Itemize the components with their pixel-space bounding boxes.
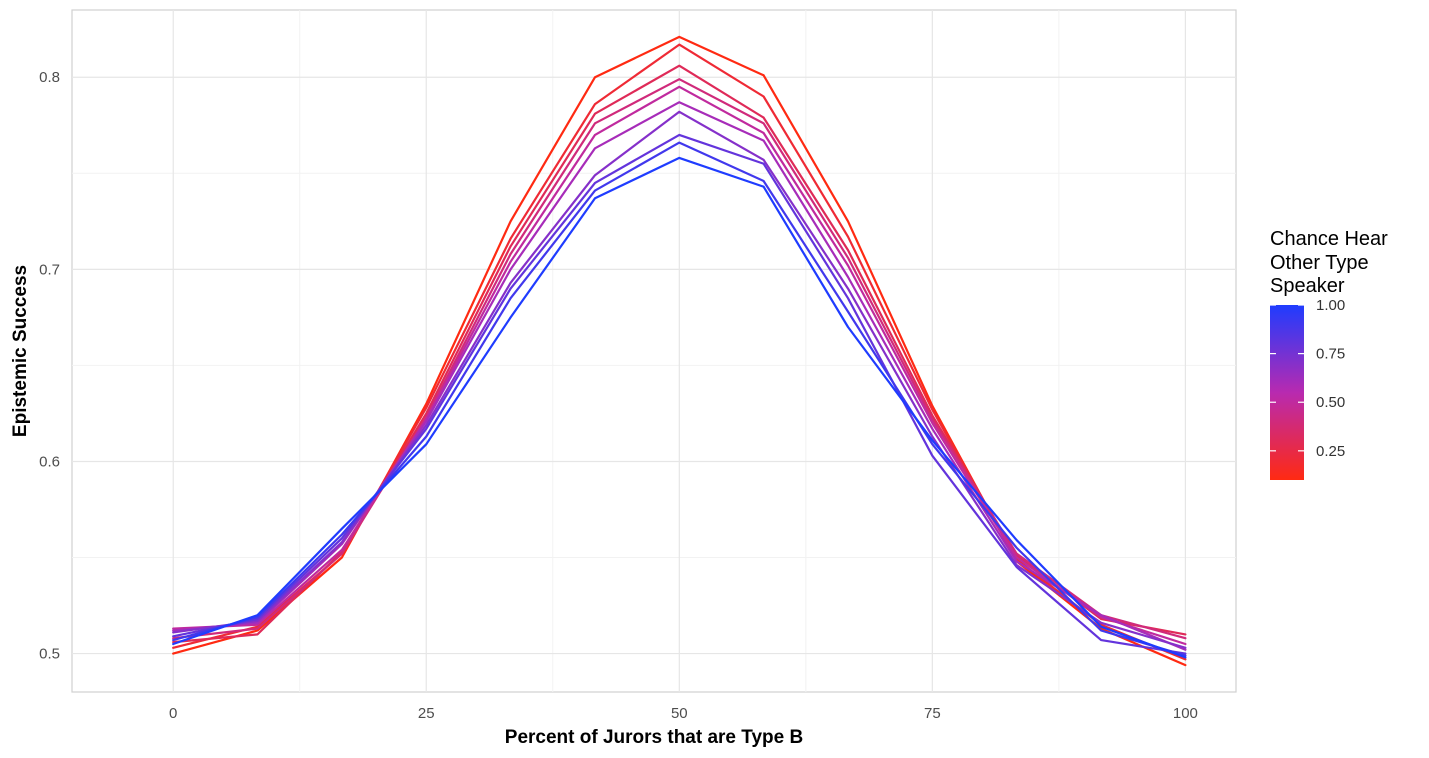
grid-major (72, 10, 1236, 692)
x-tick-label: 75 (924, 705, 941, 722)
legend-title-line-2: Other Type (1270, 252, 1369, 274)
y-axis-title: Epistemic Success (10, 265, 31, 437)
legend: Chance Hear Other Type Speaker 1.00 0.75 0… (1270, 228, 1388, 480)
colorbar-tick-label: 0.50 (1316, 394, 1345, 411)
plot-border (71, 9, 1237, 693)
y-axis-ticks: 0.5 0.6 0.7 0.8 (39, 69, 60, 662)
series-line-5 (172, 85, 1187, 646)
colorbar-tick-label: 0.75 (1316, 346, 1345, 363)
y-tick-label: 0.7 (39, 261, 60, 278)
series-line-6 (172, 101, 1187, 651)
series-line-8 (172, 133, 1187, 655)
legend-title-line-1: Chance Hear (1270, 228, 1388, 250)
legend-title-line-3: Speaker (1270, 275, 1345, 297)
x-tick-label: 25 (418, 705, 435, 722)
x-axis-ticks: 0 25 50 75 100 (169, 705, 1198, 722)
colorbar-tick-label: 0.25 (1316, 443, 1345, 460)
y-tick-label: 0.5 (39, 646, 60, 663)
legend-colorbar (1270, 305, 1304, 480)
x-tick-label: 0 (169, 705, 177, 722)
plot-panel (71, 9, 1237, 693)
series-line-7 (172, 110, 1187, 649)
series-line-4 (172, 78, 1187, 640)
series-line-10 (172, 156, 1187, 659)
x-tick-label: 100 (1173, 705, 1198, 722)
series-lines (172, 35, 1187, 667)
series-line-9 (172, 141, 1187, 657)
x-axis-title: Percent of Jurors that are Type B (505, 727, 803, 748)
y-tick-label: 0.6 (39, 453, 60, 470)
y-tick-label: 0.8 (39, 69, 60, 86)
colorbar-tick-label: 1.00 (1316, 297, 1345, 314)
legend-colorbar-ticks: 1.00 0.75 0.50 0.25 (1270, 297, 1345, 460)
x-tick-label: 50 (671, 705, 688, 722)
